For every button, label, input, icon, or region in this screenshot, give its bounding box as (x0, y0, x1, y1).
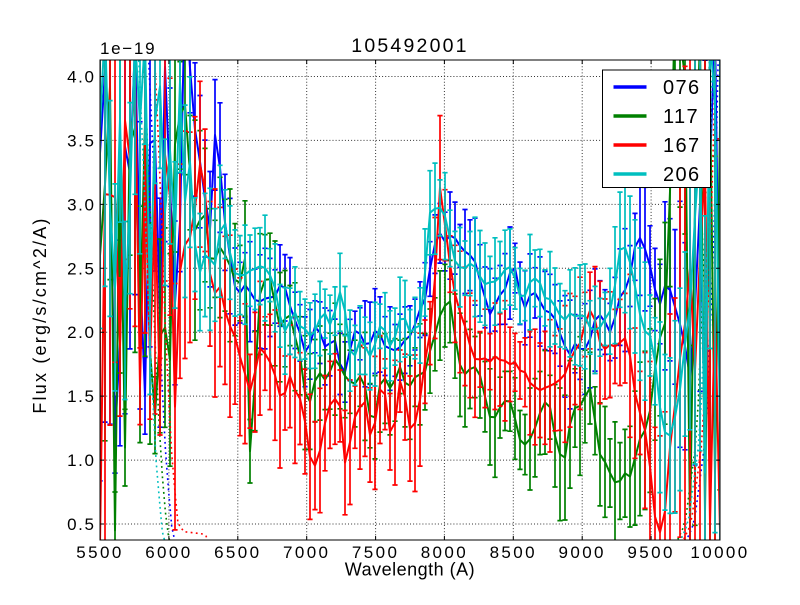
svg-text:Wavelength (A): Wavelength (A) (345, 560, 475, 580)
svg-text:6000: 6000 (145, 543, 192, 562)
svg-text:117: 117 (663, 106, 699, 128)
svg-text:076: 076 (663, 77, 701, 99)
svg-text:10000: 10000 (690, 543, 749, 562)
svg-text:7500: 7500 (352, 543, 399, 562)
svg-text:206: 206 (663, 164, 701, 186)
svg-text:1e−19: 1e−19 (100, 39, 156, 58)
svg-text:4.0: 4.0 (67, 68, 95, 87)
svg-text:2.5: 2.5 (67, 259, 95, 278)
svg-text:3.5: 3.5 (67, 131, 95, 150)
svg-text:1.5: 1.5 (67, 387, 95, 406)
svg-text:9500: 9500 (627, 543, 674, 562)
svg-text:3.0: 3.0 (67, 195, 95, 214)
svg-text:9000: 9000 (558, 543, 605, 562)
svg-text:8500: 8500 (490, 543, 537, 562)
svg-text:8000: 8000 (421, 543, 468, 562)
svg-text:5500: 5500 (76, 543, 123, 562)
svg-text:7000: 7000 (283, 543, 330, 562)
svg-text:105492001: 105492001 (351, 35, 468, 57)
svg-text:0.5: 0.5 (67, 515, 95, 534)
svg-text:Flux (erg/s/cm^2/A): Flux (erg/s/cm^2/A) (30, 216, 50, 413)
svg-text:167: 167 (663, 135, 701, 157)
svg-text:1.0: 1.0 (67, 451, 95, 470)
svg-text:2.0: 2.0 (67, 323, 95, 342)
svg-text:6500: 6500 (214, 543, 261, 562)
